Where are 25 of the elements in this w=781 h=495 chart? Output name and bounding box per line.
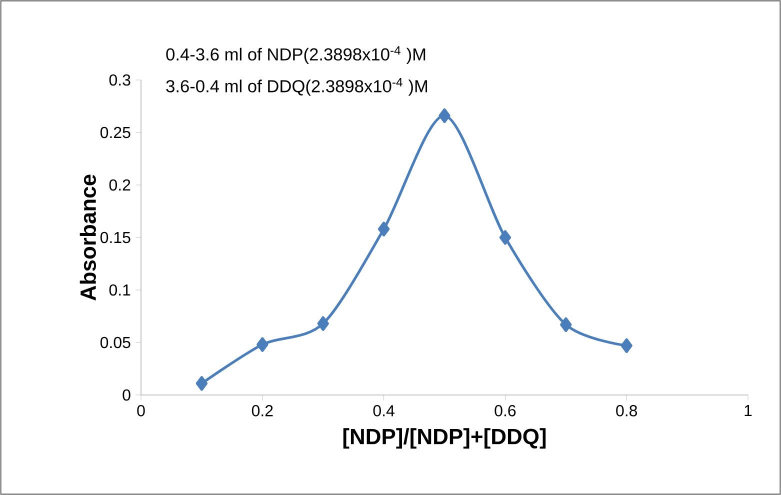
y-tick-label: 0.15 <box>100 232 130 244</box>
point <box>560 317 572 332</box>
point <box>256 337 268 352</box>
x-tick-label: 0.8 <box>616 405 638 416</box>
y-tick-label: 0.3 <box>109 74 130 86</box>
point <box>499 230 512 245</box>
point <box>378 222 390 236</box>
y-axis-title: Absorbance <box>80 174 96 301</box>
x-tick-label: 0.4 <box>373 405 394 416</box>
point <box>620 338 632 353</box>
y-tick-label: 0.05 <box>100 336 130 348</box>
x-tick-label: 0.6 <box>494 405 516 416</box>
y-tick-label: 0.2 <box>109 179 130 191</box>
y-tick-label: 0.25 <box>100 126 130 138</box>
y-tick-label: 0.1 <box>109 284 130 296</box>
point <box>196 376 208 391</box>
point <box>317 316 329 331</box>
annotation: 3.6-0.4 ml of DDQ(2.3898x10$^{-4}$ )M <box>166 78 428 96</box>
y-tick-label: 0 <box>122 389 130 401</box>
point <box>438 108 450 124</box>
x-tick-label: 0 <box>137 405 145 416</box>
x-axis-title: [NDP]/[NDP]+[DDQ] <box>343 428 546 449</box>
x-tick-label: 0.2 <box>252 405 273 416</box>
x-tick-label: 1 <box>744 405 752 416</box>
text: 0.4-3.6 ml of NDP(2.3898x10$^{-4}$ )M <box>166 46 426 64</box>
